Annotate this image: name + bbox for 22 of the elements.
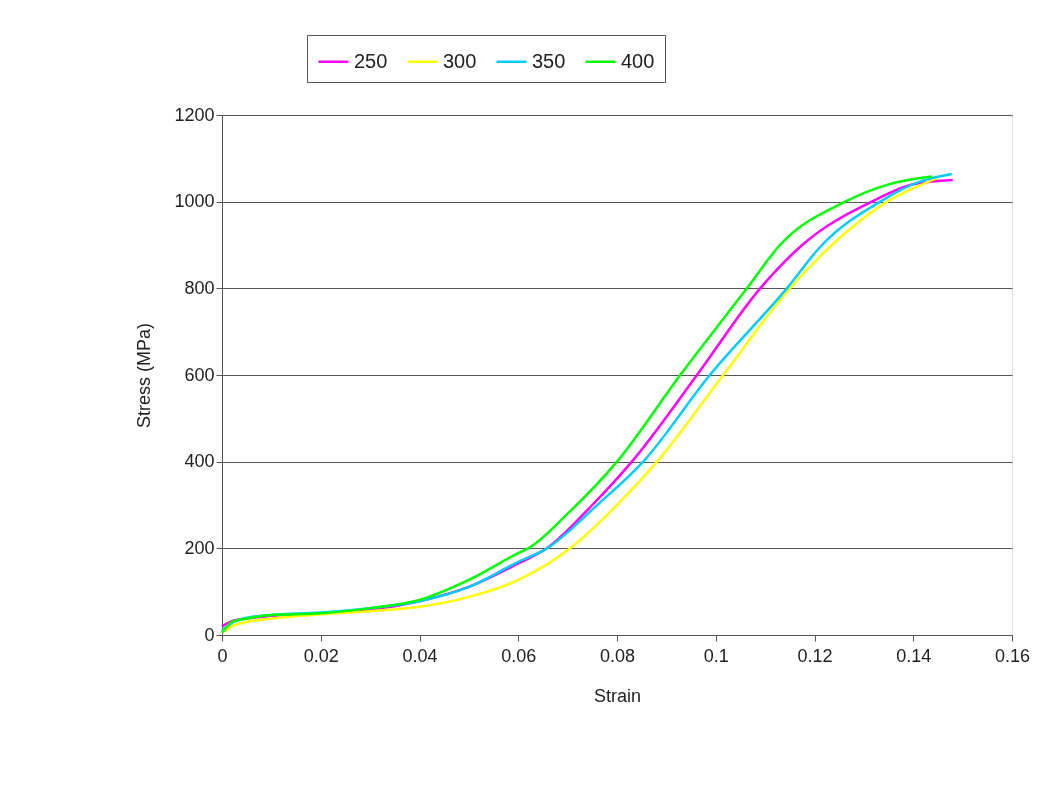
y-tick-label: 1000 <box>174 191 215 212</box>
y-tick-label: 1200 <box>174 104 215 125</box>
x-tick-label: 0.12 <box>797 645 833 666</box>
x-tick-label: 0.04 <box>402 645 438 666</box>
x-tick-label: 0.08 <box>599 645 636 666</box>
y-tick-label: 800 <box>184 277 215 298</box>
legend-label: 300 <box>443 49 477 72</box>
x-tick-label: 0.06 <box>501 645 537 666</box>
x-axis-title: Strain <box>593 685 642 706</box>
y-tick-label: 200 <box>184 537 215 558</box>
y-tick-label: 0 <box>204 624 215 645</box>
legend-label: 250 <box>354 49 388 72</box>
y-axis-title: Stress (MPa) <box>134 322 155 429</box>
x-tick-label: 0 <box>217 645 228 666</box>
y-tick-label: 600 <box>184 364 215 385</box>
x-tick-label: 0.1 <box>703 645 729 666</box>
y-tick-label: 400 <box>184 451 215 472</box>
x-tick-label: 0.16 <box>994 645 1031 666</box>
x-tick-label: 0.02 <box>303 645 339 666</box>
legend-label: 350 <box>532 49 566 72</box>
legend-label: 400 <box>621 49 655 72</box>
x-tick-label: 0.14 <box>896 645 932 666</box>
